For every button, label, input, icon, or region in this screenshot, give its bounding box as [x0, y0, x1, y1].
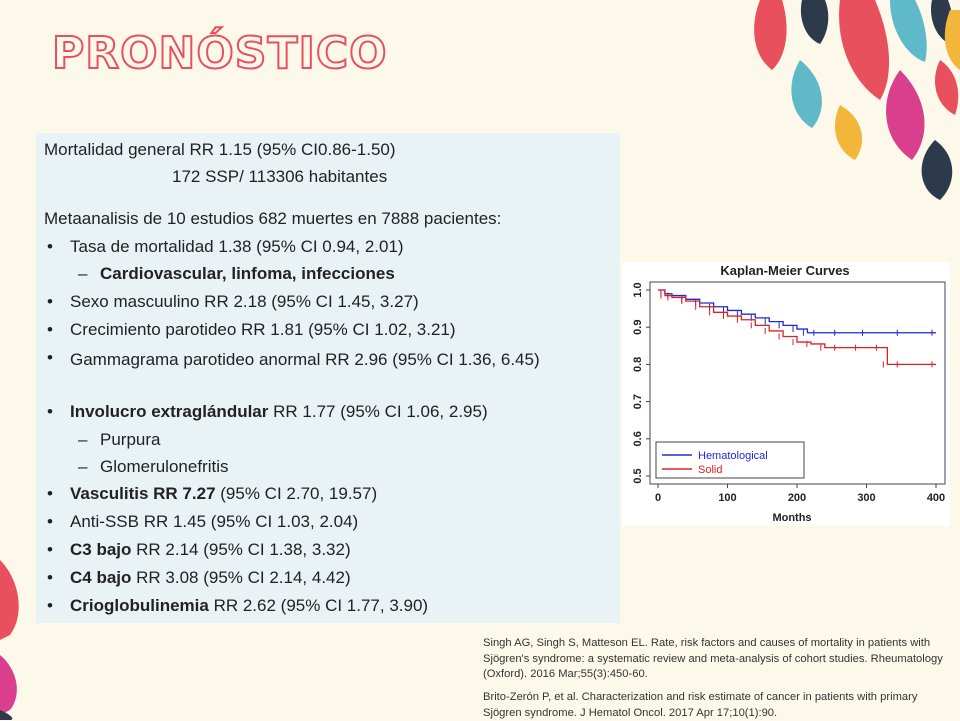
list-item: Tasa de mortalidad 1.38 (95% CI 0.94, 2.… — [70, 237, 404, 257]
legend-label: Solid — [698, 464, 722, 476]
kaplan-meier-chart: Kaplan-Meier Curves 0 100 200 300 400 0.5 0.6 0… — [622, 262, 950, 526]
list-item-text: Gammagrama parotideo anormal RR 2.96 (95… — [70, 350, 540, 369]
list-item-text: RR 1.77 (95% CI 1.06, 2.95) — [268, 402, 488, 421]
x-tick-label: 400 — [927, 492, 945, 504]
list-item-bold: C3 bajo — [70, 540, 132, 559]
x-tick-label: 0 — [655, 492, 661, 504]
y-tick-label: 0.8 — [632, 357, 644, 372]
bullet-marker: • — [47, 292, 53, 311]
list-item-text: Tasa de mortalidad 1.38 (95% CI 0.94, 2.… — [70, 237, 404, 256]
bullet-marker: • — [47, 484, 53, 503]
sub-bullet-marker: – — [78, 264, 88, 283]
list-item: C4 bajo RR 3.08 (95% CI 2.14, 4.42) — [70, 568, 351, 588]
x-tick-label: 300 — [857, 492, 875, 504]
y-tick-label: 0.7 — [632, 394, 644, 409]
list-item-bold: Cardiovascular, linfoma, infecciones — [100, 264, 395, 283]
x-axis-label: Months — [772, 512, 811, 524]
bullet-marker: • — [47, 596, 53, 615]
decorative-petals-top-right — [754, 0, 960, 200]
x-tick-label: 200 — [788, 492, 806, 504]
list-item: Vasculitis RR 7.27 (95% CI 2.70, 19.57) — [70, 484, 377, 504]
sub-list-item: Cardiovascular, linfoma, infecciones — [100, 264, 395, 284]
sub-list-item: Glomerulonefritis — [100, 457, 229, 477]
slide-title: PRONÓSTICO — [51, 27, 388, 80]
list-item-text: RR 2.62 (95% CI 1.77, 3.90) — [208, 596, 429, 615]
list-item-bold: Involucro extraglándular — [70, 402, 269, 421]
list-item-bold: Crioglobulinemia — [70, 596, 209, 615]
list-item-text: RR 3.08 (95% CI 2.14, 4.42) — [131, 568, 351, 587]
legend-box — [655, 441, 805, 479]
km-series-hematological — [658, 289, 936, 334]
kaplan-meier-svg: Kaplan-Meier Curves 0 100 200 300 400 0.5 0.6 0… — [632, 263, 946, 524]
list-item: Crioglobulinemia RR 2.62 (95% CI 1.77, 3… — [70, 596, 428, 616]
bullet-marker: • — [47, 512, 53, 531]
bullet-marker: • — [47, 348, 53, 367]
sub-bullet-marker: – — [78, 457, 88, 476]
ratio-line: 172 SSP/ 113306 habitantes — [172, 167, 388, 186]
bullet-marker: • — [47, 237, 53, 256]
x-tick-label: 100 — [718, 492, 736, 504]
list-item: Crecimiento parotideo RR 1.81 (95% CI 1.… — [70, 320, 456, 340]
list-item-text: Anti-SSB RR 1.45 (95% CI 1.03, 2.04) — [70, 512, 359, 531]
reference-2: Brito-Zerón P, et al. Characterization a… — [483, 691, 918, 719]
bullet-marker: • — [47, 540, 53, 559]
content-panel — [36, 133, 620, 623]
sub-bullet-marker: – — [78, 430, 88, 449]
list-item-text: (95% CI 2.70, 19.57) — [215, 484, 378, 503]
y-tick-label: 1.0 — [632, 282, 644, 297]
list-item: Sexo mascuulino RR 2.18 (95% CI 1.45, 3.… — [70, 292, 419, 312]
y-tick-label: 0.6 — [632, 431, 644, 446]
bullet-marker: • — [47, 320, 53, 339]
y-tick-label: 0.5 — [632, 468, 644, 483]
list-item: Gammagrama parotideo anormal RR 2.96 (95… — [70, 348, 600, 371]
list-item: Anti-SSB RR 1.45 (95% CI 1.03, 2.04) — [70, 512, 358, 532]
km-series-solid — [658, 289, 936, 366]
list-item-bold: Vasculitis RR 7.27 — [70, 484, 216, 503]
meta-line: Metaanalisis de 10 estudios 682 muertes … — [44, 209, 502, 228]
decorative-petals-bottom-left — [0, 560, 19, 720]
sub-list-item: Purpura — [100, 430, 160, 450]
list-item-text: Purpura — [100, 430, 161, 449]
list-item-text: Glomerulonefritis — [100, 457, 229, 476]
list-item-text: Crecimiento parotideo RR 1.81 (95% CI 1.… — [70, 320, 456, 339]
legend-label: Hematological — [698, 450, 768, 462]
y-tick-label: 0.9 — [632, 320, 644, 335]
reference-1: Singh AG, Singh S, Matteson EL. Rate, ri… — [483, 637, 943, 680]
chart-title: Kaplan-Meier Curves — [720, 263, 849, 278]
list-item: Involucro extraglándular RR 1.77 (95% CI… — [70, 402, 488, 422]
bullet-marker: • — [47, 568, 53, 587]
list-item-text: Sexo mascuulino RR 2.18 (95% CI 1.45, 3.… — [70, 292, 419, 311]
mortality-line: Mortalidad general RR 1.15 (95% CI0.86-1… — [44, 140, 396, 159]
list-item: C3 bajo RR 2.14 (95% CI 1.38, 3.32) — [70, 540, 351, 560]
bullet-marker: • — [47, 402, 53, 421]
list-item-text: RR 2.14 (95% CI 1.38, 3.32) — [131, 540, 351, 559]
list-item-bold: C4 bajo — [70, 568, 132, 587]
